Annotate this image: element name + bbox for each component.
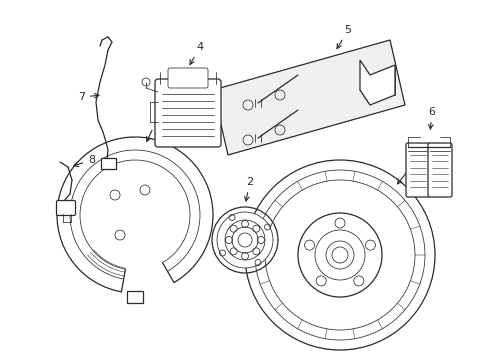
Text: 7: 7 bbox=[78, 92, 99, 102]
FancyBboxPatch shape bbox=[405, 143, 429, 197]
FancyBboxPatch shape bbox=[155, 79, 221, 147]
FancyBboxPatch shape bbox=[101, 158, 115, 168]
Text: 5: 5 bbox=[336, 25, 351, 49]
Text: 1: 1 bbox=[397, 157, 418, 184]
FancyBboxPatch shape bbox=[427, 143, 451, 197]
FancyBboxPatch shape bbox=[127, 291, 142, 303]
Text: 3: 3 bbox=[146, 115, 160, 141]
Polygon shape bbox=[359, 60, 394, 105]
Text: 2: 2 bbox=[244, 177, 253, 201]
Text: 4: 4 bbox=[190, 42, 203, 64]
FancyBboxPatch shape bbox=[168, 68, 207, 88]
Text: 6: 6 bbox=[427, 107, 435, 129]
Polygon shape bbox=[213, 40, 404, 155]
Text: 8: 8 bbox=[74, 155, 95, 166]
Circle shape bbox=[217, 212, 272, 268]
FancyBboxPatch shape bbox=[57, 201, 75, 216]
